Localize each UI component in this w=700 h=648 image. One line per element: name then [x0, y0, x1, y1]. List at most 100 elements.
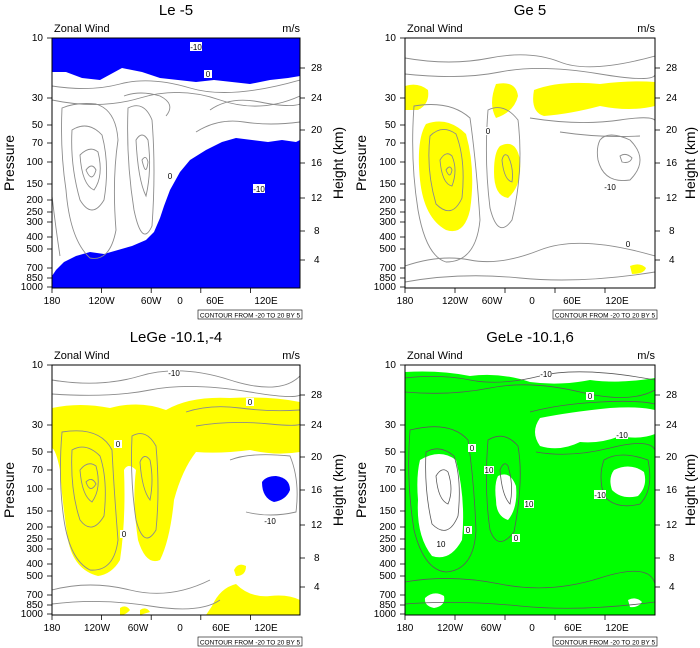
contour-label: 0 [470, 444, 475, 453]
height-tick-label: 20 [666, 125, 678, 136]
y-axis-label-left: Pressure [1, 462, 17, 518]
blue-region [262, 476, 290, 502]
x-tick-label: 60W [141, 296, 162, 307]
blue-region-top [52, 38, 300, 84]
y-tick-label: 100 [379, 157, 396, 168]
y-tick-label: 30 [385, 93, 397, 104]
y-tick-label: 700 [379, 590, 396, 601]
y-tick-label: 850 [379, 273, 396, 284]
x-tick-label: 120W [84, 623, 111, 634]
panel-title: Ge 5 [514, 2, 547, 19]
height-tick-label: 8 [669, 226, 675, 237]
contour-label: 0 [588, 392, 593, 401]
y-tick-label: 1000 [21, 282, 44, 293]
unshaded-regions [405, 365, 655, 608]
contour-label: -10 [253, 185, 265, 194]
panel-le-5: Le -5 Zonal Wind m/s [1, 2, 346, 320]
y-tick-label: 300 [379, 217, 396, 228]
y-tick-label: 850 [26, 273, 43, 284]
info-label-box [197, 636, 303, 647]
y-tick-label: 200 [26, 522, 43, 533]
y-tick-label: 150 [379, 506, 396, 517]
y-tick-label: 250 [379, 207, 396, 218]
height-tick-label: 24 [311, 420, 323, 431]
y-tick-label: 400 [379, 559, 396, 570]
contour-labels: -10 0 -10 0 [166, 42, 265, 194]
panel-title: Le -5 [159, 2, 193, 19]
y-tick-label: 400 [379, 232, 396, 243]
x-tick-label: 180 [397, 623, 414, 634]
y-tick-label: 300 [379, 544, 396, 555]
height-tick-label: 24 [311, 93, 323, 104]
height-tick-label: 12 [311, 520, 323, 531]
x-tick-labels: 180 120W 60W 0 60E 120E [397, 623, 629, 634]
x-tick-label: 120W [89, 296, 116, 307]
x-tick-labels: 180 120W 60W 0 60E 120E [44, 296, 278, 307]
y-tick-label: 10 [32, 33, 44, 44]
y-tick-label: 1000 [21, 609, 44, 620]
panel-subtitle-left: Zonal Wind [54, 350, 110, 362]
y-tick-labels: 10 30 50 70 100 150 200 250 300 400 500 … [374, 33, 397, 293]
panel-title: LeGe -10.1,-4 [130, 329, 223, 346]
height-tick-label: 4 [669, 255, 675, 266]
panel-subtitle-right: m/s [282, 350, 300, 362]
y-axis-label-right: Height (km) [330, 454, 346, 526]
contour-label: 10 [485, 466, 494, 475]
y-tick-label: 1000 [374, 609, 397, 620]
contour-lines [405, 371, 655, 609]
height-tick-label: 16 [311, 485, 323, 496]
panel-subtitle-left: Zonal Wind [54, 23, 110, 35]
x-tick-label: 0 [177, 296, 183, 307]
y-tick-label: 400 [26, 232, 43, 243]
y-tick-label: 10 [385, 33, 397, 44]
y-tick-label: 100 [26, 157, 43, 168]
contour-lines [405, 54, 655, 283]
y-tick-label: 10 [385, 360, 397, 371]
y-tick-label: 150 [379, 179, 396, 190]
y-tick-label: 300 [26, 544, 43, 555]
y-tick-label: 500 [379, 244, 396, 255]
y-axis-label-right: Height (km) [682, 454, 698, 526]
height-tick-label: 16 [666, 158, 678, 169]
y-tick-label: 70 [385, 465, 397, 476]
y-tick-label: 30 [32, 420, 44, 431]
y-axis-label-left: Pressure [1, 135, 17, 191]
info-label-box [552, 636, 658, 647]
y-tick-label: 250 [26, 534, 43, 545]
x-tick-label: 180 [44, 623, 61, 634]
y-tick-label: 500 [26, 571, 43, 582]
contour-label: 10 [437, 540, 446, 549]
height-tick-labels: 28 24 20 16 12 8 4 [666, 390, 678, 593]
y-tick-labels: 10 30 50 70 100 150 200 250 300 400 500 … [21, 360, 44, 620]
x-tick-label: 0 [529, 296, 535, 307]
y-tick-label: 300 [26, 217, 43, 228]
info-label-box [552, 309, 658, 320]
plot-area: 0 -10 0 [405, 38, 655, 288]
x-tick-label: 60E [212, 623, 230, 634]
y-tick-label: 70 [32, 138, 44, 149]
panel-ge-5: Ge 5 Zonal Wind m/s [353, 2, 698, 320]
height-tick-label: 8 [669, 553, 675, 564]
contour-lines [52, 79, 300, 259]
height-tick-labels: 28 24 20 16 12 8 4 [666, 63, 678, 266]
contour-labels: -10 0 0 10 -10 10 0 0 -10 10 [436, 369, 628, 549]
x-tick-label: 180 [44, 296, 61, 307]
height-tick-label: 28 [311, 63, 323, 74]
contour-label: -10 [264, 517, 276, 526]
panel-lege: LeGe -10.1,-4 Zonal Wind m/s [1, 329, 346, 647]
contour-label: -10 [190, 43, 202, 52]
blue-region-lower [52, 138, 300, 288]
y-tick-label: 100 [379, 484, 396, 495]
x-tick-label: 60E [206, 296, 224, 307]
y-tick-label: 200 [26, 195, 43, 206]
height-tick-labels: 28 24 20 16 12 8 4 [311, 390, 323, 593]
height-tick-label: 20 [311, 452, 323, 463]
contour-label: 0 [168, 172, 173, 181]
height-tick-label: 24 [666, 420, 678, 431]
y-tick-label: 1000 [374, 282, 397, 293]
height-tick-label: 8 [314, 226, 320, 237]
y-tick-label: 200 [379, 195, 396, 206]
y-tick-label: 200 [379, 522, 396, 533]
height-tick-label: 28 [666, 63, 678, 74]
